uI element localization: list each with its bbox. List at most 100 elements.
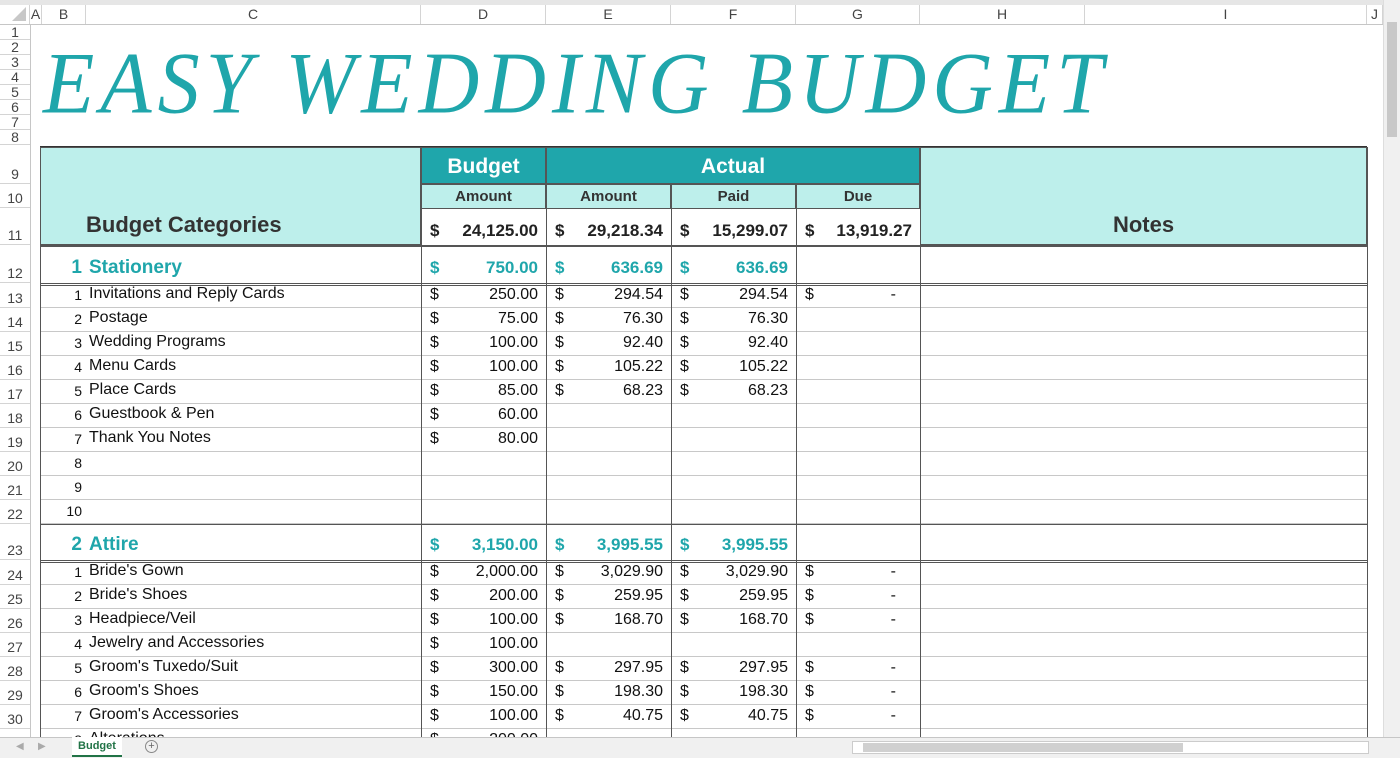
row-header-7[interactable]: 7 (0, 115, 30, 130)
actual_amount-column-header: Amount (546, 184, 671, 209)
row-header-30[interactable]: 30 (0, 705, 30, 729)
currency-symbol: $ (430, 683, 439, 700)
amount-value: 294.54 (739, 286, 788, 303)
amount-value: 636.69 (611, 258, 663, 277)
item-name: Postage (89, 309, 148, 326)
table-row[interactable] (40, 332, 1367, 356)
item-actual-amount: $198.30 (546, 683, 671, 704)
column-header-F[interactable]: F (671, 5, 796, 24)
item-name: Groom's Accessories (89, 706, 239, 723)
table-row[interactable] (40, 633, 1367, 657)
sheet-tab-budget[interactable]: Budget (72, 737, 122, 757)
currency-symbol: $ (430, 258, 440, 277)
grid-border (920, 147, 921, 737)
horizontal-scrollbar[interactable] (852, 741, 1369, 754)
currency-symbol: $ (555, 286, 564, 303)
amount-value: 24,125.00 (462, 221, 538, 240)
grid-border (421, 147, 422, 737)
item-budget: $75.00 (421, 310, 546, 331)
row-header-22[interactable]: 22 (0, 500, 30, 524)
row-header-15[interactable]: 15 (0, 332, 30, 356)
column-header-B[interactable]: B (42, 5, 86, 24)
column-header-J[interactable]: J (1367, 5, 1383, 24)
add-sheet-icon[interactable]: + (145, 740, 158, 753)
column-header-G[interactable]: G (796, 5, 920, 24)
row-header-13[interactable]: 13 (0, 284, 30, 308)
item-name: Menu Cards (89, 357, 177, 374)
total-due-total: $13,919.27 (796, 221, 920, 243)
amount-value: 3,150.00 (471, 535, 538, 554)
vertical-scrollbar[interactable] (1383, 0, 1400, 737)
select-all-button[interactable] (0, 5, 30, 24)
item-paid: $105.22 (671, 358, 796, 379)
row-header-25[interactable]: 25 (0, 585, 30, 609)
currency-symbol: $ (680, 382, 689, 399)
column-header-I[interactable]: I (1085, 5, 1367, 24)
currency-symbol: $ (430, 221, 440, 240)
column-header-D[interactable]: D (421, 5, 546, 24)
row-header-31[interactable]: 31 (0, 729, 30, 737)
row-header-16[interactable]: 16 (0, 356, 30, 380)
amount-value: 2,000.00 (475, 563, 538, 580)
row-header-1[interactable]: 1 (0, 25, 30, 40)
currency-symbol: $ (680, 358, 689, 375)
row-header-18[interactable]: 18 (0, 404, 30, 428)
row-header-4[interactable]: 4 (0, 70, 30, 85)
row-header-29[interactable]: 29 (0, 681, 30, 705)
row-header-11[interactable]: 11 (0, 208, 30, 245)
column-header-C[interactable]: C (86, 5, 421, 24)
row-header-2[interactable]: 2 (0, 40, 30, 55)
row-header-28[interactable]: 28 (0, 657, 30, 681)
column-header-A[interactable]: A (30, 5, 42, 24)
item-name: Place Cards (89, 381, 177, 398)
row-header-24[interactable]: 24 (0, 561, 30, 585)
row-header-8[interactable]: 8 (0, 130, 30, 145)
row-header-10[interactable]: 10 (0, 184, 30, 208)
worksheet-grid[interactable]: EASY WEDDING BUDGET Budget Categories Not… (31, 25, 1383, 737)
row-header-12[interactable]: 12 (0, 245, 30, 283)
grid-border (671, 184, 672, 737)
total-actual-total: $29,218.34 (546, 221, 671, 243)
table-row[interactable] (40, 609, 1367, 633)
table-row[interactable] (40, 705, 1367, 729)
item-number: 3 (74, 335, 82, 351)
table-row[interactable] (40, 284, 1367, 308)
amount-value: 200.00 (489, 731, 538, 737)
table-row[interactable] (40, 356, 1367, 380)
row-header-14[interactable]: 14 (0, 308, 30, 332)
row-header-19[interactable]: 19 (0, 428, 30, 452)
row-header-9[interactable]: 9 (0, 145, 30, 184)
currency-symbol: $ (430, 358, 439, 375)
section-paid: $3,995.55 (671, 535, 796, 557)
row-header-6[interactable]: 6 (0, 100, 30, 115)
total-budget-total: $24,125.00 (421, 221, 546, 243)
row-header-20[interactable]: 20 (0, 452, 30, 476)
row-header-27[interactable]: 27 (0, 633, 30, 657)
column-header-E[interactable]: E (546, 5, 671, 24)
table-row[interactable] (40, 428, 1367, 452)
table-row[interactable] (40, 585, 1367, 609)
row-header-17[interactable]: 17 (0, 380, 30, 404)
table-row[interactable] (40, 500, 1367, 524)
table-row[interactable] (40, 404, 1367, 428)
currency-symbol: $ (805, 611, 814, 628)
table-row[interactable] (40, 452, 1367, 476)
row-header-23[interactable]: 23 (0, 522, 30, 560)
next-sheet-icon[interactable]: ▶ (38, 741, 46, 752)
item-budget: $250.00 (421, 286, 546, 307)
table-row[interactable] (40, 380, 1367, 404)
row-header-3[interactable]: 3 (0, 55, 30, 70)
row-header-26[interactable]: 26 (0, 609, 30, 633)
table-row[interactable] (40, 476, 1367, 500)
amount-value: 3,029.90 (600, 563, 663, 580)
table-row[interactable] (40, 561, 1367, 585)
currency-symbol: $ (805, 563, 814, 580)
table-row[interactable] (40, 657, 1367, 681)
currency-symbol: $ (555, 358, 564, 375)
prev-sheet-icon[interactable]: ◀ (16, 741, 24, 752)
row-header-5[interactable]: 5 (0, 85, 30, 100)
table-row[interactable] (40, 681, 1367, 705)
row-header-21[interactable]: 21 (0, 476, 30, 500)
table-row[interactable] (40, 308, 1367, 332)
column-header-H[interactable]: H (920, 5, 1085, 24)
